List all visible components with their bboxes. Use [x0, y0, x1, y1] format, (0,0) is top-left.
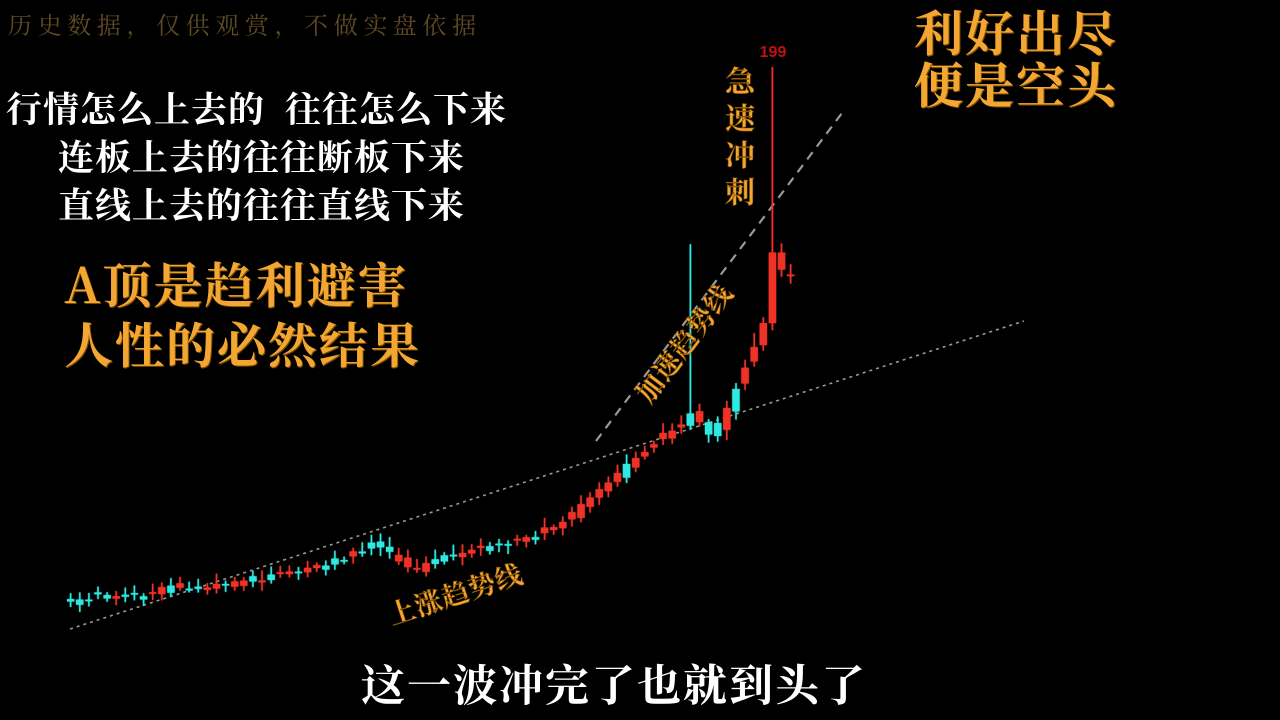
- svg-text:刺: 刺: [725, 168, 755, 212]
- svg-text:加速趋势线: 加速趋势线: [625, 275, 740, 410]
- svg-text:199: 199: [760, 44, 787, 61]
